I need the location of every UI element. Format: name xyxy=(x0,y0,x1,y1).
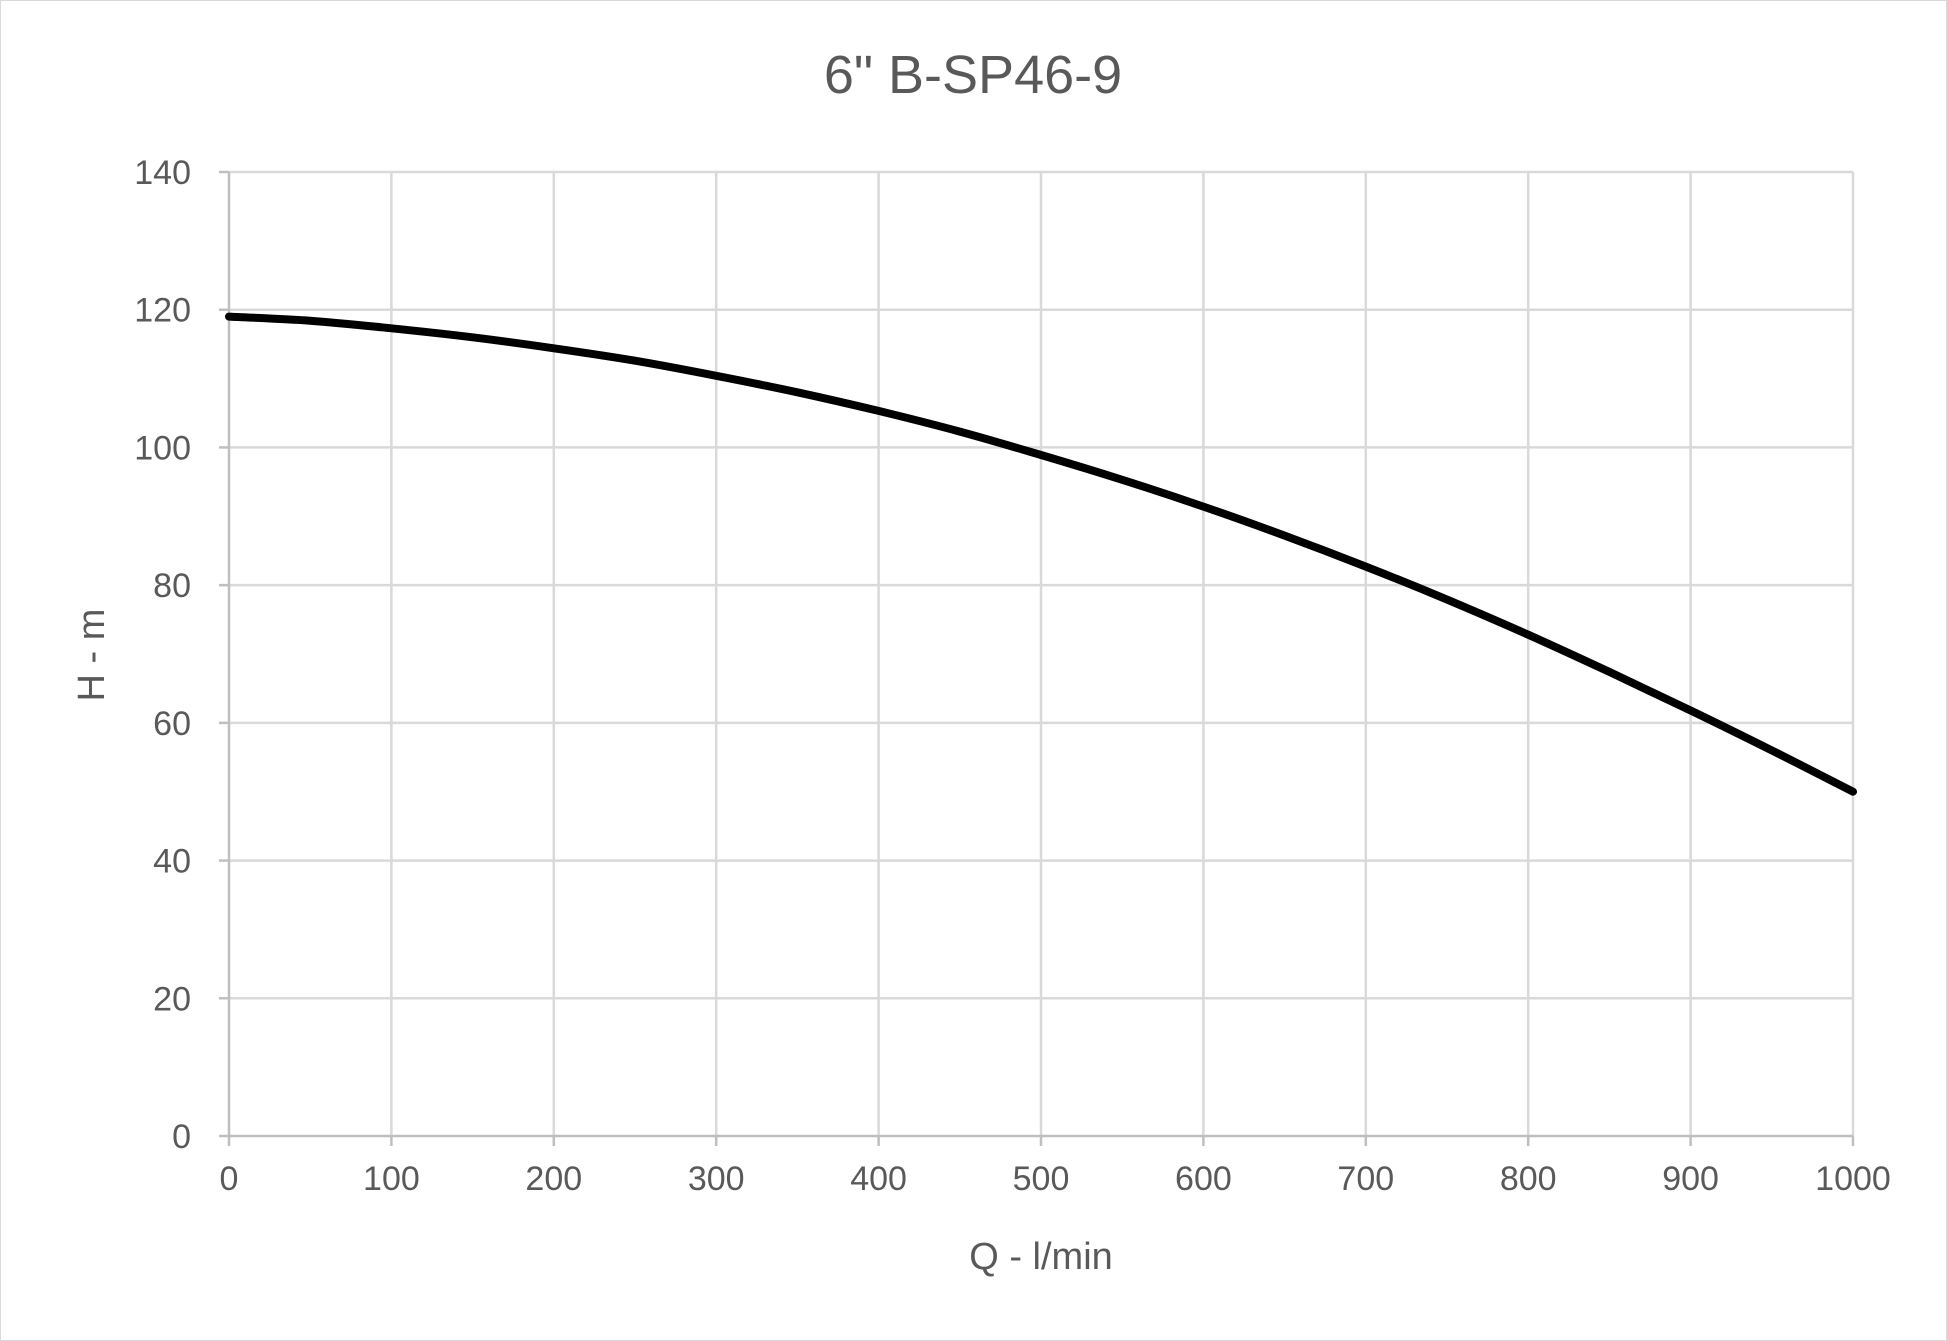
x-tick-label: 500 xyxy=(1013,1160,1070,1198)
x-tick-label: 800 xyxy=(1500,1160,1557,1198)
y-tick-label: 40 xyxy=(153,843,191,881)
chart-title: 6" B-SP46-9 xyxy=(824,45,1122,105)
x-tick-label: 200 xyxy=(525,1160,582,1198)
y-tick-label: 100 xyxy=(134,429,191,467)
y-tick-label: 120 xyxy=(134,292,191,330)
x-tick-label: 0 xyxy=(220,1160,239,1198)
y-tick-label: 140 xyxy=(134,154,191,192)
x-tick-label: 400 xyxy=(850,1160,907,1198)
x-tick-label: 1000 xyxy=(1815,1160,1891,1198)
y-tick-label: 60 xyxy=(153,705,191,743)
axes xyxy=(219,170,1855,1146)
y-tick-label: 0 xyxy=(172,1118,191,1156)
gridlines xyxy=(229,170,1855,1136)
x-tick-label: 600 xyxy=(1175,1160,1232,1198)
x-axis-title: Q - l/min xyxy=(969,1236,1113,1278)
series-line xyxy=(225,312,1857,796)
tick-labels: 0 100 200 300 400 500 600 700 800 900 1000 0 20 40 60 8… xyxy=(134,154,1891,1198)
x-tick-label: 700 xyxy=(1337,1160,1394,1198)
y-tick-label: 80 xyxy=(153,567,191,605)
x-tick-label: 900 xyxy=(1662,1160,1719,1198)
x-tick-label: 300 xyxy=(688,1160,745,1198)
y-axis-title: H - m xyxy=(71,609,113,702)
series-layer xyxy=(225,312,1857,796)
x-tick-label: 100 xyxy=(363,1160,420,1198)
y-tick-label: 20 xyxy=(153,980,191,1018)
